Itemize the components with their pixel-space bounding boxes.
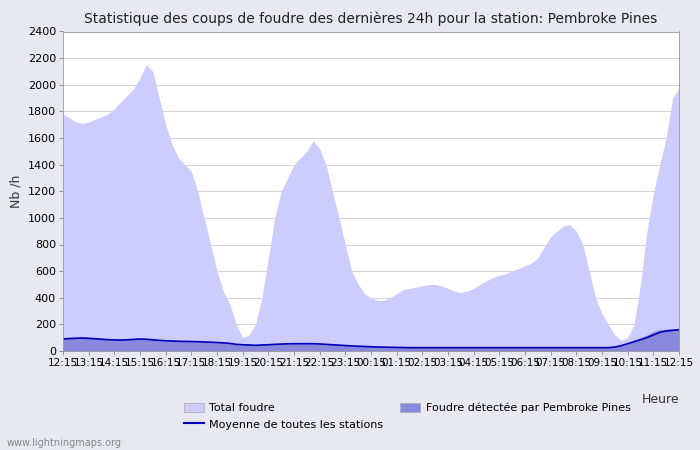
Text: Heure: Heure — [641, 392, 679, 405]
Y-axis label: Nb /h: Nb /h — [9, 175, 22, 208]
Title: Statistique des coups de foudre des dernières 24h pour la station: Pembroke Pine: Statistique des coups de foudre des dern… — [85, 12, 657, 26]
Text: www.lightningmaps.org: www.lightningmaps.org — [7, 438, 122, 448]
Legend: Total foudre, Moyenne de toutes les stations, Foudre détectée par Pembroke Pines: Total foudre, Moyenne de toutes les stat… — [179, 398, 635, 434]
